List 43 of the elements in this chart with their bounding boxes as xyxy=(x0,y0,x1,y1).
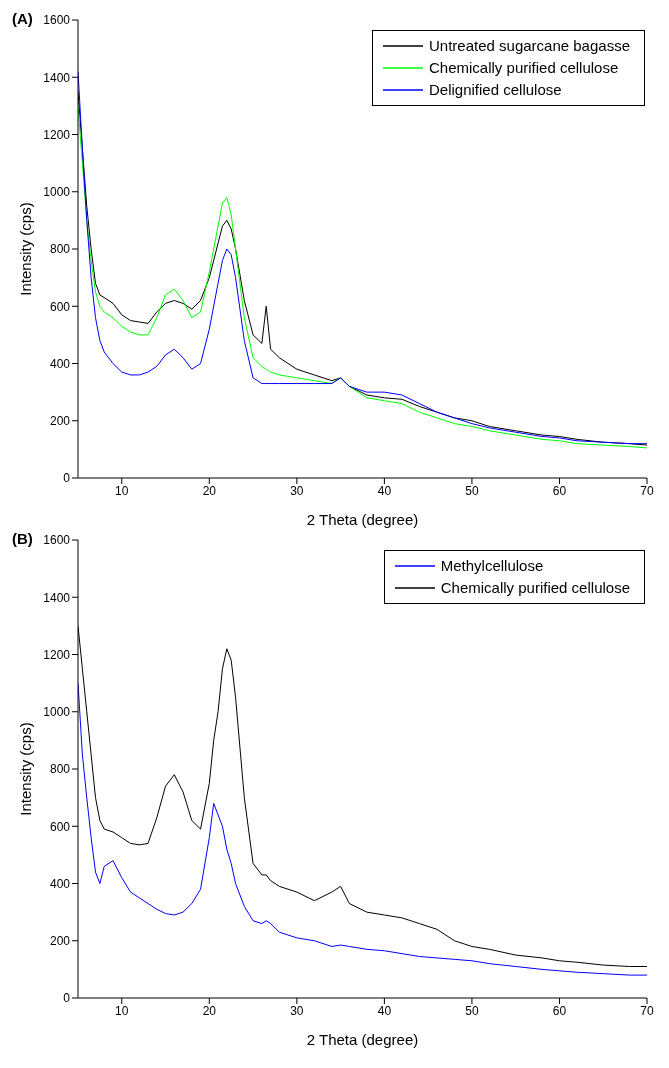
y-tick-label: 1200 xyxy=(43,127,71,142)
legend-label: Chemically purified cellulose xyxy=(429,58,619,78)
x-tick-label: 60 xyxy=(552,1003,567,1018)
x-tick-label: 20 xyxy=(202,1003,217,1018)
y-tick-label: 400 xyxy=(49,356,71,371)
y-tick-label: 200 xyxy=(49,414,71,429)
x-tick-label: 50 xyxy=(465,1003,479,1018)
x-tick-label: 20 xyxy=(202,483,217,498)
y-tick-label: 800 xyxy=(49,242,71,257)
x-tick-label: 70 xyxy=(640,1003,654,1018)
y-tick-label: 1000 xyxy=(43,185,71,200)
y-axis-title: Intensity (cps) xyxy=(17,202,35,296)
legend-label: Delignified cellulose xyxy=(429,80,562,100)
y-tick-label: 0 xyxy=(63,991,71,1006)
y-tick-label: 800 xyxy=(49,762,71,777)
y-tick-label: 1200 xyxy=(43,647,71,662)
y-tick-label: 1600 xyxy=(43,533,71,548)
x-tick-label: 30 xyxy=(290,483,304,498)
x-axis-title: 2 Theta (degree) xyxy=(306,1030,419,1048)
legend-label: Chemically purified cellulose xyxy=(440,578,630,598)
legend-label: Methylcellulose xyxy=(440,556,544,576)
y-tick-label: 1400 xyxy=(43,70,71,85)
chart-title: (A) xyxy=(12,10,33,27)
x-tick-label: 40 xyxy=(377,483,392,498)
x-tick-label: 60 xyxy=(552,483,567,498)
x-tick-label: 10 xyxy=(115,1003,129,1018)
x-tick-label: 40 xyxy=(377,1003,392,1018)
y-tick-label: 200 xyxy=(49,934,71,949)
y-tick-label: 600 xyxy=(49,299,71,314)
x-tick-label: 50 xyxy=(465,483,479,498)
y-tick-label: 1600 xyxy=(43,13,71,28)
x-tick-label: 70 xyxy=(640,483,654,498)
y-tick-label: 600 xyxy=(49,819,71,834)
x-tick-label: 30 xyxy=(290,1003,304,1018)
x-axis-title: 2 Theta (degree) xyxy=(306,510,419,528)
x-tick-label: 10 xyxy=(115,483,129,498)
y-axis-title: Intensity (cps) xyxy=(17,722,35,816)
y-tick-label: 1400 xyxy=(43,590,71,605)
chart-title: (B) xyxy=(12,530,33,547)
y-tick-label: 400 xyxy=(49,876,71,891)
y-tick-label: 0 xyxy=(63,471,71,486)
legend-label: Untreated sugarcane bagasse xyxy=(429,36,630,56)
y-tick-label: 1000 xyxy=(43,705,71,720)
